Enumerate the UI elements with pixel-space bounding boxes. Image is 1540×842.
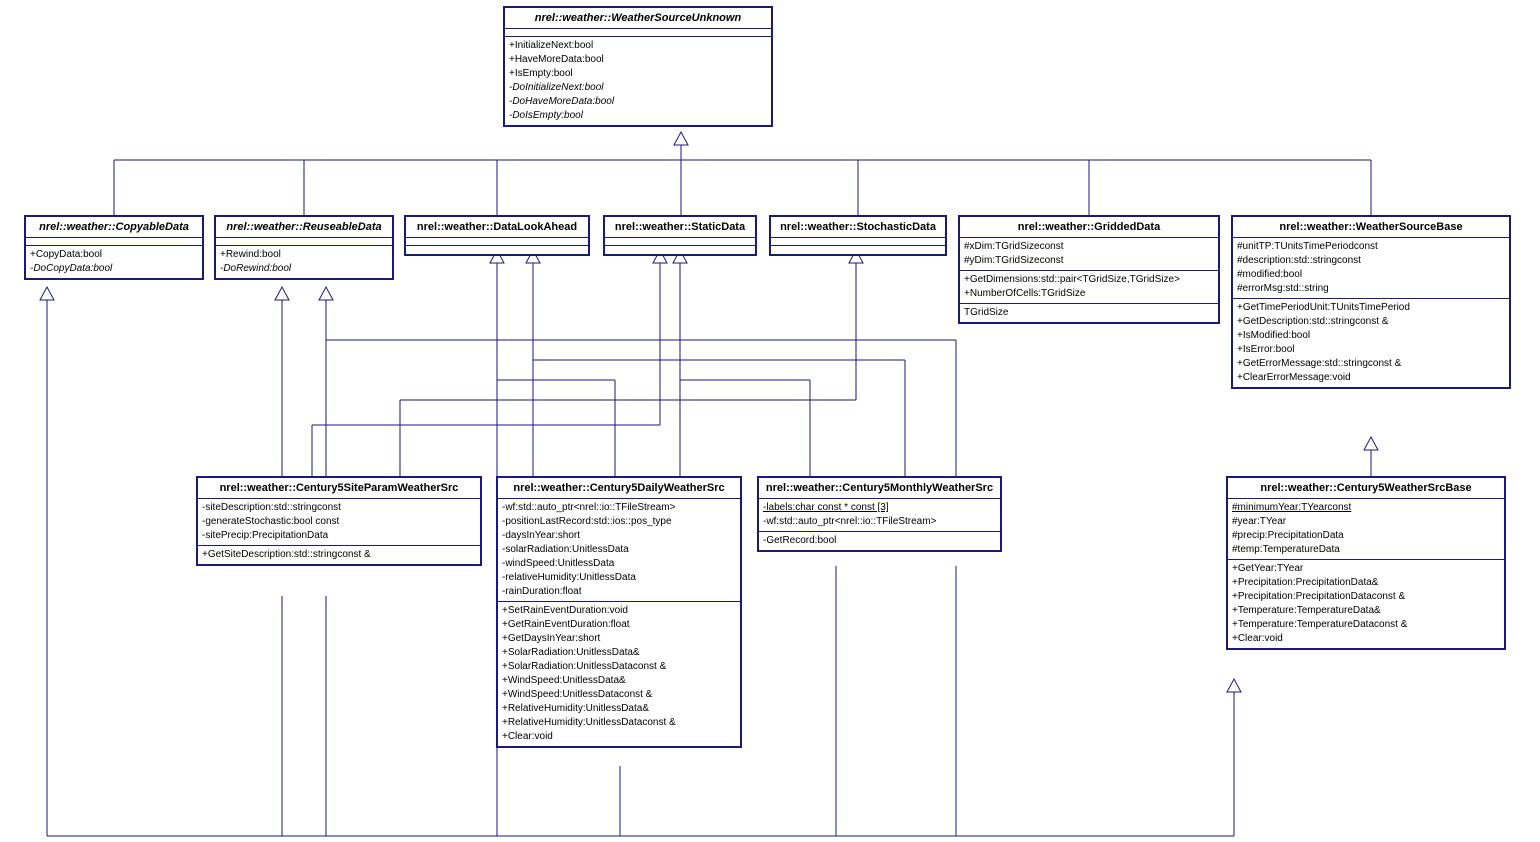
class-member: -labels:char const * const [3] bbox=[763, 501, 996, 515]
class-member: +GetRainEventDuration:float bbox=[502, 618, 736, 632]
uml-class-gd: nrel::weather::GriddedData#xDim:TGridSiz… bbox=[958, 215, 1220, 324]
class-member: +WindSpeed:UnitlessData& bbox=[502, 674, 736, 688]
class-member: +IsError:bool bbox=[1237, 343, 1505, 357]
class-name: nrel::weather::Century5MonthlyWeatherSrc bbox=[759, 478, 1000, 499]
class-member: #modified:bool bbox=[1237, 268, 1505, 282]
class-member: -sitePrecip:PrecipitationData bbox=[202, 529, 476, 543]
class-member: -rainDuration:float bbox=[502, 585, 736, 599]
class-member: -daysInYear:short bbox=[502, 529, 736, 543]
uml-class-cd: nrel::weather::CopyableData+CopyData:boo… bbox=[24, 215, 204, 280]
class-member: +NumberOfCells:TGridSize bbox=[964, 287, 1214, 301]
uml-class-sd: nrel::weather::StaticData bbox=[603, 215, 757, 256]
class-member: +RelativeHumidity:UnitlessDataconst & bbox=[502, 716, 736, 730]
class-name: nrel::weather::WeatherSourceUnknown bbox=[505, 8, 771, 29]
uml-class-dla: nrel::weather::DataLookAhead bbox=[404, 215, 590, 256]
class-member: +RelativeHumidity:UnitlessData& bbox=[502, 702, 736, 716]
class-member: -relativeHumidity:UnitlessData bbox=[502, 571, 736, 585]
class-member: +CopyData:bool bbox=[30, 248, 198, 262]
class-member: -solarRadiation:UnitlessData bbox=[502, 543, 736, 557]
class-member: +GetDescription:std::stringconst & bbox=[1237, 315, 1505, 329]
class-member: +Temperature:TemperatureData& bbox=[1232, 604, 1500, 618]
class-member: +IsModified:bool bbox=[1237, 329, 1505, 343]
class-member: -DoHaveMoreData:bool bbox=[509, 95, 767, 109]
class-name: nrel::weather::Century5WeatherSrcBase bbox=[1228, 478, 1504, 499]
class-name: nrel::weather::WeatherSourceBase bbox=[1233, 217, 1509, 238]
class-member: +Clear:void bbox=[1232, 632, 1500, 646]
class-member: +Rewind:bool bbox=[220, 248, 388, 262]
class-name: nrel::weather::DataLookAhead bbox=[406, 217, 588, 238]
class-member: +Clear:void bbox=[502, 730, 736, 744]
uml-class-std: nrel::weather::StochasticData bbox=[769, 215, 947, 256]
class-member: #temp:TemperatureData bbox=[1232, 543, 1500, 557]
class-member: -DoIsEmpty:bool bbox=[509, 109, 767, 123]
class-member: +SolarRadiation:UnitlessDataconst & bbox=[502, 660, 736, 674]
uml-class-c5sp: nrel::weather::Century5SiteParamWeatherS… bbox=[196, 476, 482, 566]
class-member: +GetYear:TYear bbox=[1232, 562, 1500, 576]
class-member: +Temperature:TemperatureDataconst & bbox=[1232, 618, 1500, 632]
class-member: #xDim:TGridSizeconst bbox=[964, 240, 1214, 254]
class-member: -DoRewind:bool bbox=[220, 262, 388, 276]
uml-class-c5m: nrel::weather::Century5MonthlyWeatherSrc… bbox=[757, 476, 1002, 552]
class-member: -wf:std::auto_ptr<nrel::io::TFileStream> bbox=[763, 515, 996, 529]
class-member: #year:TYear bbox=[1232, 515, 1500, 529]
class-member: +Precipitation:PrecipitationDataconst & bbox=[1232, 590, 1500, 604]
uml-class-wsu: nrel::weather::WeatherSourceUnknown+Init… bbox=[503, 6, 773, 127]
class-member: -generateStochastic:bool const bbox=[202, 515, 476, 529]
class-name: nrel::weather::Century5SiteParamWeatherS… bbox=[198, 478, 480, 499]
class-member: -GetRecord:bool bbox=[763, 534, 996, 548]
class-member: +GetErrorMessage:std::stringconst & bbox=[1237, 357, 1505, 371]
uml-class-rd: nrel::weather::ReuseableData+Rewind:bool… bbox=[214, 215, 394, 280]
class-member: TGridSize bbox=[964, 306, 1214, 320]
class-name: nrel::weather::Century5DailyWeatherSrc bbox=[498, 478, 740, 499]
class-member: +WindSpeed:UnitlessDataconst & bbox=[502, 688, 736, 702]
class-member: +InitializeNext:bool bbox=[509, 39, 767, 53]
class-name: nrel::weather::ReuseableData bbox=[216, 217, 392, 238]
class-member: -wf:std::auto_ptr<nrel::io::TFileStream> bbox=[502, 501, 736, 515]
uml-class-c5wb: nrel::weather::Century5WeatherSrcBase#mi… bbox=[1226, 476, 1506, 650]
class-member: +ClearErrorMessage:void bbox=[1237, 371, 1505, 385]
class-name: nrel::weather::GriddedData bbox=[960, 217, 1218, 238]
class-member: +GetDimensions:std::pair<TGridSize,TGrid… bbox=[964, 273, 1214, 287]
class-name: nrel::weather::StaticData bbox=[605, 217, 755, 238]
class-member: +HaveMoreData:bool bbox=[509, 53, 767, 67]
class-member: +IsEmpty:bool bbox=[509, 67, 767, 81]
class-member: -DoCopyData:bool bbox=[30, 262, 198, 276]
uml-class-c5d: nrel::weather::Century5DailyWeatherSrc-w… bbox=[496, 476, 742, 748]
class-member: #yDim:TGridSizeconst bbox=[964, 254, 1214, 268]
class-member: -DoInitializeNext:bool bbox=[509, 81, 767, 95]
class-member: +SetRainEventDuration:void bbox=[502, 604, 736, 618]
class-member: -siteDescription:std::stringconst bbox=[202, 501, 476, 515]
class-member: +GetTimePeriodUnit:TUnitsTimePeriod bbox=[1237, 301, 1505, 315]
class-member: -positionLastRecord:std::ios::pos_type bbox=[502, 515, 736, 529]
class-member: #errorMsg:std::string bbox=[1237, 282, 1505, 296]
class-member: #precip:PrecipitationData bbox=[1232, 529, 1500, 543]
class-name: nrel::weather::CopyableData bbox=[26, 217, 202, 238]
class-member: +SolarRadiation:UnitlessData& bbox=[502, 646, 736, 660]
class-member: #description:std::stringconst bbox=[1237, 254, 1505, 268]
class-member: -windSpeed:UnitlessData bbox=[502, 557, 736, 571]
class-member: +GetSiteDescription:std::stringconst & bbox=[202, 548, 476, 562]
class-member: +GetDaysInYear:short bbox=[502, 632, 736, 646]
class-name: nrel::weather::StochasticData bbox=[771, 217, 945, 238]
class-member: #minimumYear:TYearconst bbox=[1232, 501, 1500, 515]
uml-class-wsb: nrel::weather::WeatherSourceBase#unitTP:… bbox=[1231, 215, 1511, 389]
class-member: #unitTP:TUnitsTimePeriodconst bbox=[1237, 240, 1505, 254]
class-member: +Precipitation:PrecipitationData& bbox=[1232, 576, 1500, 590]
